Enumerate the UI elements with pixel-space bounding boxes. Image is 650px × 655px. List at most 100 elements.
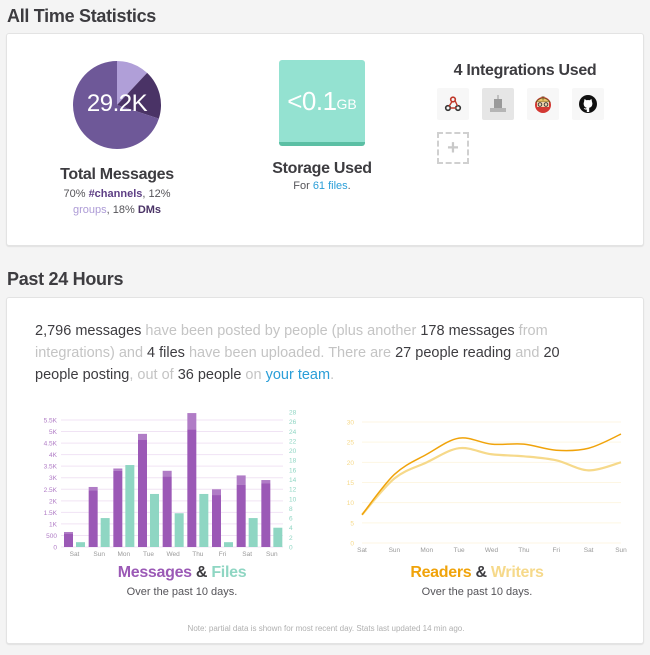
groups-pct: 12% bbox=[148, 188, 171, 200]
pie-slice-dms bbox=[117, 72, 161, 119]
past-24-section-title: Past 24 Hours bbox=[7, 269, 124, 289]
people-messages-count: 2,796 messages bbox=[35, 323, 142, 339]
svg-text:Mon: Mon bbox=[420, 547, 433, 554]
total-people-count: 36 people bbox=[177, 367, 242, 383]
integration-github[interactable] bbox=[572, 88, 604, 120]
messages-pie-chart bbox=[73, 61, 161, 149]
storage-unit: GB bbox=[336, 96, 357, 112]
summary-text: , out of bbox=[129, 367, 178, 383]
svg-text:10: 10 bbox=[347, 500, 355, 507]
readers-writers-chart: 0 5 10 15 20 25 30 Sat Sun Mon Tue Wed Thu Fri Sat Sun bbox=[347, 420, 627, 555]
svg-text:Sat: Sat bbox=[584, 547, 594, 554]
svg-text:Sat: Sat bbox=[70, 551, 80, 556]
svg-text:6: 6 bbox=[289, 516, 293, 523]
svg-text:20: 20 bbox=[347, 460, 355, 467]
svg-text:5.5K: 5.5K bbox=[44, 418, 58, 425]
writers-line bbox=[361, 446, 622, 516]
summary-text: on bbox=[241, 367, 266, 383]
svg-text:4K: 4K bbox=[49, 452, 58, 459]
posters-count: 20 people posting bbox=[35, 345, 560, 383]
svg-text:0: 0 bbox=[289, 545, 293, 552]
svg-text:2: 2 bbox=[289, 535, 293, 542]
total-messages-stat: 29.2K Total Messages 70% #channels, 12% … bbox=[47, 60, 187, 218]
storage-value: <0.1 bbox=[287, 85, 337, 116]
separator: , bbox=[142, 188, 149, 200]
separator: , bbox=[106, 204, 113, 216]
all-time-section-title: All Time Statistics bbox=[7, 6, 157, 26]
svg-text:Sun: Sun bbox=[615, 547, 627, 554]
svg-text:22: 22 bbox=[289, 438, 297, 445]
svg-text:14: 14 bbox=[289, 477, 297, 484]
svg-text:Mon: Mon bbox=[118, 551, 131, 556]
channels-pct: 70% bbox=[63, 188, 86, 200]
summary-text: and bbox=[511, 345, 544, 361]
integrations-title: 4 Integrations Used bbox=[453, 62, 597, 79]
ampersand: & bbox=[471, 564, 491, 581]
all-time-card: 29.2K Total Messages 70% #channels, 12% … bbox=[6, 33, 644, 246]
svg-text:20: 20 bbox=[289, 448, 297, 455]
svg-text:Sun: Sun bbox=[266, 551, 278, 556]
svg-text:T: T bbox=[541, 97, 544, 103]
files-link[interactable]: 61 files bbox=[312, 180, 348, 192]
summary-text: . bbox=[330, 367, 335, 383]
svg-text:0: 0 bbox=[350, 541, 354, 548]
integration-bot[interactable] bbox=[482, 88, 514, 120]
messages-files-subtitle: Over the past 10 days. bbox=[126, 586, 238, 598]
your-team-link[interactable]: your team bbox=[265, 367, 331, 383]
total-messages-value: 29.2K bbox=[86, 90, 148, 117]
jenkins-icon: T bbox=[535, 97, 551, 113]
messages-files-title: Messages & Files bbox=[67, 564, 297, 582]
svg-text:Wed: Wed bbox=[167, 551, 181, 556]
storage-sub-suffix: . bbox=[347, 180, 351, 192]
integration-jenkins[interactable]: T bbox=[527, 88, 559, 120]
svg-text:8: 8 bbox=[289, 506, 293, 513]
channels-label: #channels bbox=[88, 188, 143, 200]
svg-text:30: 30 bbox=[347, 420, 355, 427]
add-integration-button[interactable]: + bbox=[437, 132, 469, 164]
svg-text:3.5K: 3.5K bbox=[44, 464, 58, 471]
integration-messages-count: 178 messages bbox=[420, 323, 515, 339]
svg-text:Fri: Fri bbox=[219, 551, 227, 556]
groups-label: groups bbox=[72, 204, 107, 216]
svg-text:15: 15 bbox=[347, 480, 355, 487]
svg-text:Tue: Tue bbox=[454, 547, 465, 554]
dms-label: DMs bbox=[137, 204, 162, 216]
svg-text:1.5K: 1.5K bbox=[44, 510, 58, 517]
svg-text:3K: 3K bbox=[49, 475, 58, 482]
svg-text:500: 500 bbox=[46, 533, 57, 540]
readers-writers-subtitle: Over the past 10 days. bbox=[421, 586, 533, 598]
svg-text:Wed: Wed bbox=[485, 547, 499, 554]
summary-text: have been posted by people (plus another bbox=[141, 323, 421, 339]
summary-text: have been uploaded. There are bbox=[184, 345, 396, 361]
messages-legend-label: Messages bbox=[117, 564, 192, 581]
integrations-stat: 4 Integrations Used bbox=[435, 62, 615, 164]
webhook-icon bbox=[444, 96, 462, 112]
readers-count: 27 people reading bbox=[395, 345, 512, 361]
svg-text:Sat: Sat bbox=[357, 547, 367, 554]
svg-text:2K: 2K bbox=[49, 498, 58, 505]
svg-text:2.5K: 2.5K bbox=[44, 487, 58, 494]
pie-slice-channels bbox=[73, 61, 159, 149]
readers-legend-label: Readers bbox=[410, 564, 472, 581]
svg-text:25: 25 bbox=[347, 440, 355, 447]
svg-text:16: 16 bbox=[289, 467, 297, 474]
messages-breakdown: 70% #channels, 12% groups, 18% DMs bbox=[47, 186, 187, 218]
svg-text:18: 18 bbox=[289, 458, 297, 465]
storage-box: <0.1 GB bbox=[279, 60, 365, 146]
svg-text:Sun: Sun bbox=[389, 547, 401, 554]
storage-title: Storage Used bbox=[272, 160, 372, 177]
total-messages-title: Total Messages bbox=[60, 166, 174, 183]
readers-line bbox=[361, 433, 622, 516]
svg-text:10: 10 bbox=[289, 496, 297, 503]
svg-text:0: 0 bbox=[53, 545, 57, 552]
files-count: 4 files bbox=[147, 345, 185, 361]
storage-stat: <0.1 GB Storage Used For 61 files. bbox=[247, 60, 397, 194]
storage-sub-prefix: For bbox=[293, 180, 313, 192]
writers-legend-label: Writers bbox=[490, 564, 544, 581]
integration-webhooks[interactable] bbox=[437, 88, 469, 120]
past-24-summary: 2,796 messages have been posted by peopl… bbox=[35, 320, 595, 386]
svg-text:5: 5 bbox=[350, 520, 354, 527]
robot-icon bbox=[490, 95, 506, 112]
past-24-card: 2,796 messages have been posted by peopl… bbox=[6, 297, 644, 644]
svg-text:26: 26 bbox=[289, 419, 297, 426]
